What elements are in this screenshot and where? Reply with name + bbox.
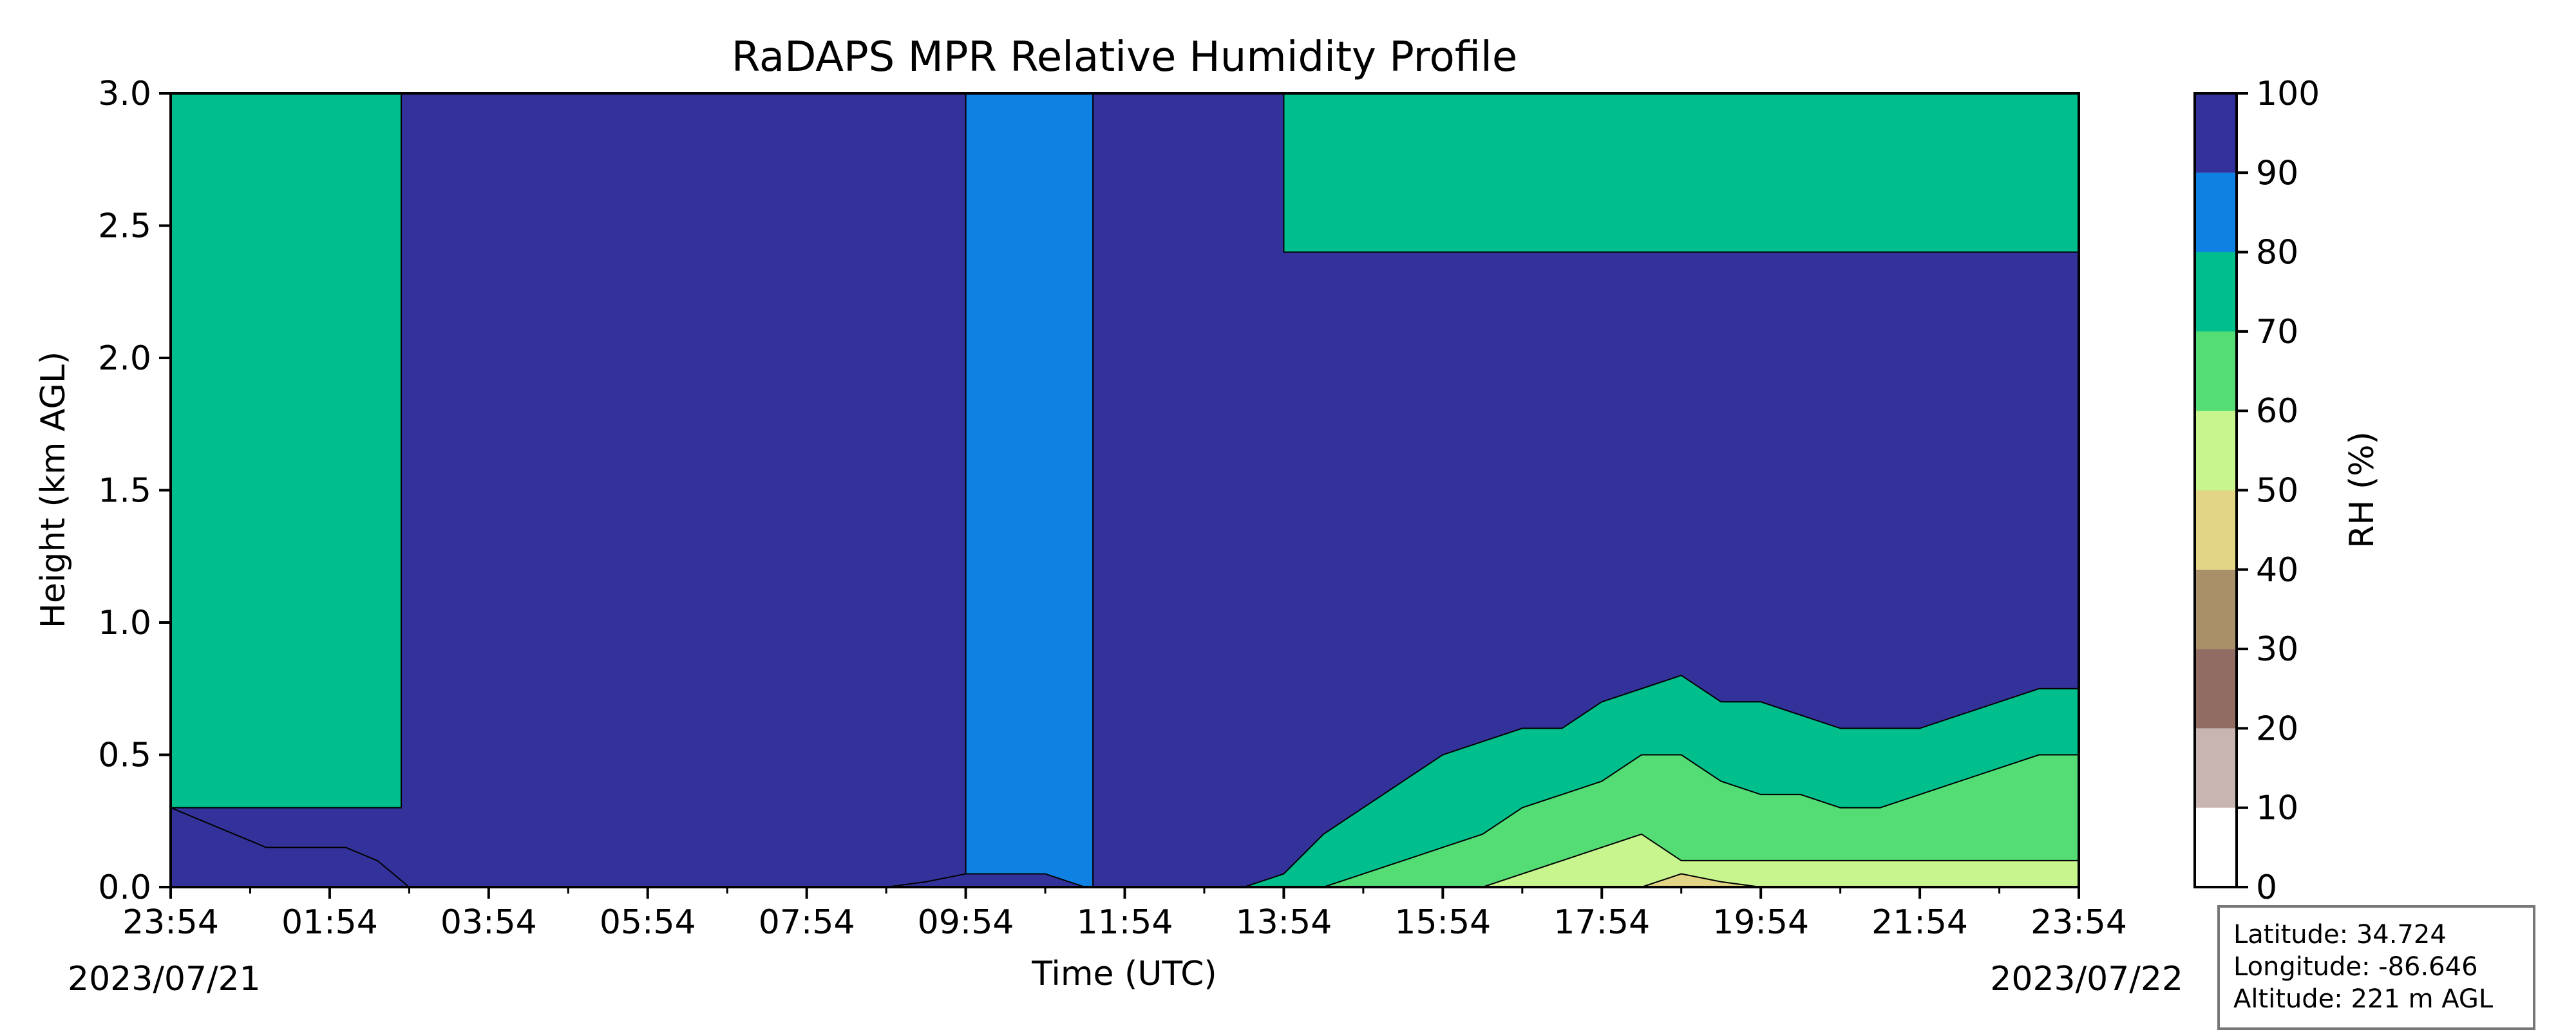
colorbar-swatch xyxy=(2195,807,2237,887)
layer-rh-40 xyxy=(171,873,2079,887)
region-green-column xyxy=(171,93,402,809)
y-tick-label: 1.0 xyxy=(98,604,151,642)
colorbar-swatch xyxy=(2195,93,2237,173)
colorbar-tick-label: 80 xyxy=(2256,234,2298,272)
y-tick-label: 3.0 xyxy=(98,75,151,113)
colorbar-tick-label: 30 xyxy=(2256,630,2298,669)
x-tick-label: 13:54 xyxy=(1235,903,1332,942)
y-tick-label: 1.5 xyxy=(98,472,151,510)
colorbar-swatch xyxy=(2195,173,2237,252)
x-tick-label: 03:54 xyxy=(440,903,537,942)
colorbar: 0 10 20 30 40 50 60 70 80 90 100 xyxy=(2193,75,2320,907)
y-axis-label: Height (km AGL) xyxy=(34,351,73,628)
x-tick-label: 01:54 xyxy=(281,903,378,942)
y-tick-label: 2.0 xyxy=(98,339,151,378)
y-tick-label: 0.0 xyxy=(98,868,151,907)
colorbar-tick-label: 90 xyxy=(2256,154,2298,192)
x-tick-label: 23:54 xyxy=(122,903,219,942)
colorbar-tick-label: 50 xyxy=(2256,472,2298,510)
site-info-box: Latitude: 34.724 Longitude: -86.646 Alti… xyxy=(2217,905,2535,1030)
end-date: 2023/07/22 xyxy=(1990,960,2183,998)
x-tick-label: 11:54 xyxy=(1077,903,1173,942)
colorbar-swatch xyxy=(2195,331,2237,411)
x-tick-label: 09:54 xyxy=(918,903,1014,942)
longitude-text: Longitude: -86.646 xyxy=(2233,952,2478,982)
chart-title: RaDAPS MPR Relative Humidity Profile xyxy=(732,33,1517,81)
colorbar-tick-label: 20 xyxy=(2256,709,2298,748)
x-axis: 23:54 01:54 03:54 05:54 07:54 09:54 11:54 13:54… xyxy=(122,887,2127,942)
plot-area xyxy=(171,93,2079,887)
contour-layers xyxy=(171,93,2079,887)
y-tick-label: 2.5 xyxy=(98,207,151,246)
x-tick-label: 15:54 xyxy=(1394,903,1491,942)
y-tick-label: 0.5 xyxy=(98,736,151,775)
latitude-text: Latitude: 34.724 xyxy=(2233,920,2447,950)
altitude-text: Altitude: 221 m AGL xyxy=(2233,984,2494,1014)
region-dry-top-right xyxy=(1283,93,2079,253)
colorbar-swatch xyxy=(2195,252,2237,332)
colorbar-tick-label: 40 xyxy=(2256,551,2298,590)
start-date: 2023/07/21 xyxy=(68,960,261,998)
colorbar-swatch xyxy=(2195,490,2237,570)
colorbar-swatch xyxy=(2195,649,2237,729)
x-tick-label: 21:54 xyxy=(1871,903,1968,942)
x-tick-label: 17:54 xyxy=(1553,903,1650,942)
colorbar-tick-label: 60 xyxy=(2256,392,2298,431)
region-cloud-column xyxy=(965,93,1094,887)
colorbar-tick-label: 70 xyxy=(2256,313,2298,351)
y-axis: 0.0 0.5 1.0 1.5 2.0 2.5 3.0 xyxy=(98,75,171,907)
x-tick-label: 07:54 xyxy=(759,903,855,942)
colorbar-swatch xyxy=(2195,411,2237,491)
colorbar-swatch xyxy=(2195,569,2237,650)
x-tick-label: 05:54 xyxy=(600,903,696,942)
colorbar-tick-label: 100 xyxy=(2256,75,2320,113)
x-tick-label: 23:54 xyxy=(2031,903,2127,942)
colorbar-label: RH (%) xyxy=(2343,431,2382,548)
colorbar-tick-label: 0 xyxy=(2256,868,2277,907)
colorbar-swatch xyxy=(2195,728,2237,808)
x-axis-label: Time (UTC) xyxy=(1031,955,1217,993)
layer-surface-70 xyxy=(171,807,2079,887)
x-tick-label: 19:54 xyxy=(1712,903,1809,942)
colorbar-tick-label: 10 xyxy=(2256,789,2298,828)
layer-rh-50 xyxy=(171,833,2079,887)
